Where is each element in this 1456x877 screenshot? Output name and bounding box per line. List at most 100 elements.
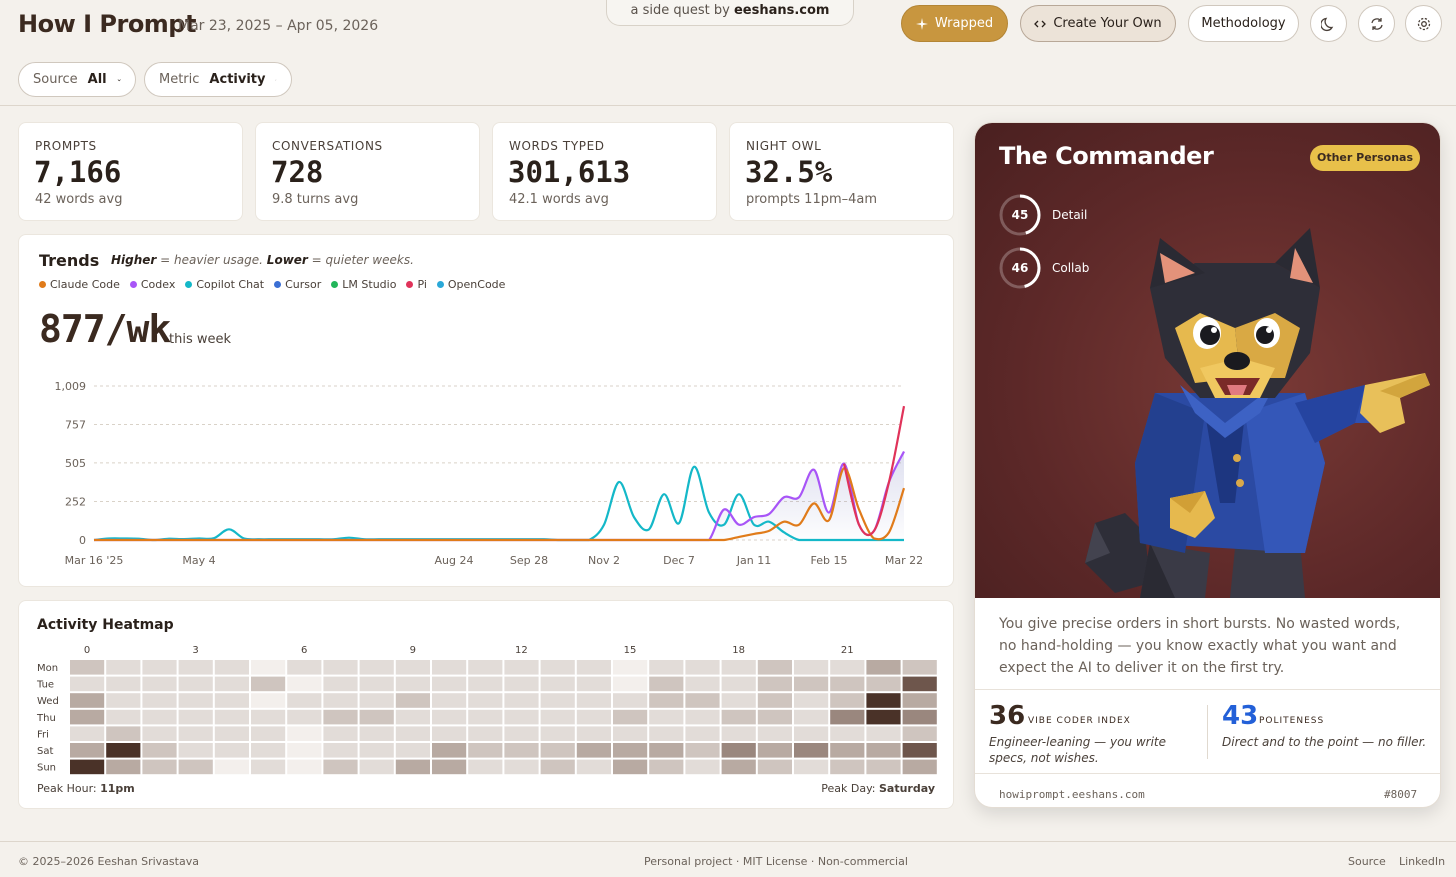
heatmap-cell[interactable] [794,676,829,692]
heatmap-cell[interactable] [721,726,756,741]
heatmap-cell[interactable] [721,759,756,775]
heatmap-cell[interactable] [540,726,575,741]
heatmap-cell[interactable] [540,743,575,758]
heatmap-cell[interactable] [395,709,430,725]
heatmap-cell[interactable] [106,676,141,692]
brand-title[interactable]: How I Prompt [18,10,196,38]
heatmap-cell[interactable] [757,693,792,708]
heatmap-cell[interactable] [395,693,430,708]
heatmap-cell[interactable] [468,759,503,775]
series-line-claude-code[interactable] [94,467,906,542]
heatmap-cell[interactable] [395,759,430,775]
heatmap-cell[interactable] [721,693,756,708]
heatmap-cell[interactable] [757,676,792,692]
heatmap-cell[interactable] [106,709,141,725]
heatmap-cell[interactable] [504,743,539,758]
heatmap-cell[interactable] [757,759,792,775]
heatmap-cell[interactable] [214,743,249,758]
heatmap-cell[interactable] [359,743,394,758]
heatmap-cell[interactable] [685,660,720,675]
heatmap-cell[interactable] [432,743,467,758]
heatmap-cell[interactable] [359,759,394,775]
heatmap-cell[interactable] [649,676,684,692]
heatmap-cell[interactable] [576,726,611,741]
heatmap-cell[interactable] [830,709,865,725]
heatmap-cell[interactable] [794,759,829,775]
heatmap-cell[interactable] [685,676,720,692]
refresh-button[interactable] [1358,5,1395,42]
heatmap-cell[interactable] [214,759,249,775]
heatmap-cell[interactable] [794,693,829,708]
heatmap-cell[interactable] [142,660,177,675]
heatmap-cell[interactable] [359,693,394,708]
metric-filter[interactable]: Metric Activity [144,62,292,97]
heatmap-cell[interactable] [323,726,358,741]
heatmap-cell[interactable] [468,660,503,675]
heatmap-cell[interactable] [830,660,865,675]
heatmap-cell[interactable] [323,743,358,758]
heatmap-cell[interactable] [106,726,141,741]
heatmap-cell[interactable] [540,709,575,725]
heatmap-cell[interactable] [432,693,467,708]
heatmap-cell[interactable] [757,709,792,725]
heatmap-cell[interactable] [649,759,684,775]
heatmap-cell[interactable] [70,759,105,775]
heatmap-cell[interactable] [721,660,756,675]
heatmap-cell[interactable] [794,726,829,741]
wrapped-button[interactable]: Wrapped [901,5,1008,42]
heatmap-cell[interactable] [432,709,467,725]
legend-item[interactable]: Cursor [274,278,321,291]
heatmap-cell[interactable] [178,759,213,775]
legend-item[interactable]: Codex [129,278,175,291]
heatmap-cell[interactable] [576,693,611,708]
legend-item[interactable]: Pi [406,278,427,291]
heatmap-cell[interactable] [649,660,684,675]
heatmap-cell[interactable] [287,693,322,708]
heatmap-cell[interactable] [395,676,430,692]
heatmap-cell[interactable] [214,709,249,725]
heatmap-cell[interactable] [794,709,829,725]
heatmap-cell[interactable] [142,743,177,758]
heatmap-cell[interactable] [214,660,249,675]
heatmap-cell[interactable] [287,743,322,758]
create-your-own-button[interactable]: Create Your Own [1020,5,1176,42]
heatmap-cell[interactable] [251,676,286,692]
heatmap-cell[interactable] [649,709,684,725]
heatmap-cell[interactable] [468,743,503,758]
heatmap-cell[interactable] [721,676,756,692]
legend-item[interactable]: LM Studio [331,278,396,291]
heatmap-cell[interactable] [251,743,286,758]
heatmap-cell[interactable] [902,693,937,708]
legend-item[interactable]: Claude Code [39,278,120,291]
heatmap-cell[interactable] [685,743,720,758]
heatmap-cell[interactable] [540,676,575,692]
heatmap-cell[interactable] [106,759,141,775]
heatmap-cell[interactable] [323,676,358,692]
heatmap-cell[interactable] [830,693,865,708]
heatmap-cell[interactable] [830,676,865,692]
footer-linkedin-link[interactable]: LinkedIn [1399,855,1446,868]
heatmap-cell[interactable] [395,726,430,741]
heatmap-cell[interactable] [214,676,249,692]
heatmap-cell[interactable] [287,726,322,741]
series-line-pi[interactable] [842,405,906,537]
heatmap-cell[interactable] [649,693,684,708]
heatmap-cell[interactable] [504,759,539,775]
side-quest-banner[interactable]: a side quest by eeshans.com [606,0,854,26]
heatmap-cell[interactable] [251,726,286,741]
heatmap-cell[interactable] [359,709,394,725]
heatmap-cell[interactable] [142,676,177,692]
heatmap-cell[interactable] [178,660,213,675]
heatmap-cell[interactable] [178,693,213,708]
heatmap-cell[interactable] [576,709,611,725]
heatmap-cell[interactable] [830,759,865,775]
heatmap-cell[interactable] [468,693,503,708]
heatmap-cell[interactable] [540,759,575,775]
heatmap-cell[interactable] [432,726,467,741]
heatmap-cell[interactable] [395,660,430,675]
heatmap-cell[interactable] [757,743,792,758]
heatmap-cell[interactable] [794,660,829,675]
heatmap-cell[interactable] [70,709,105,725]
heatmap-cell[interactable] [540,660,575,675]
heatmap-cell[interactable] [178,743,213,758]
